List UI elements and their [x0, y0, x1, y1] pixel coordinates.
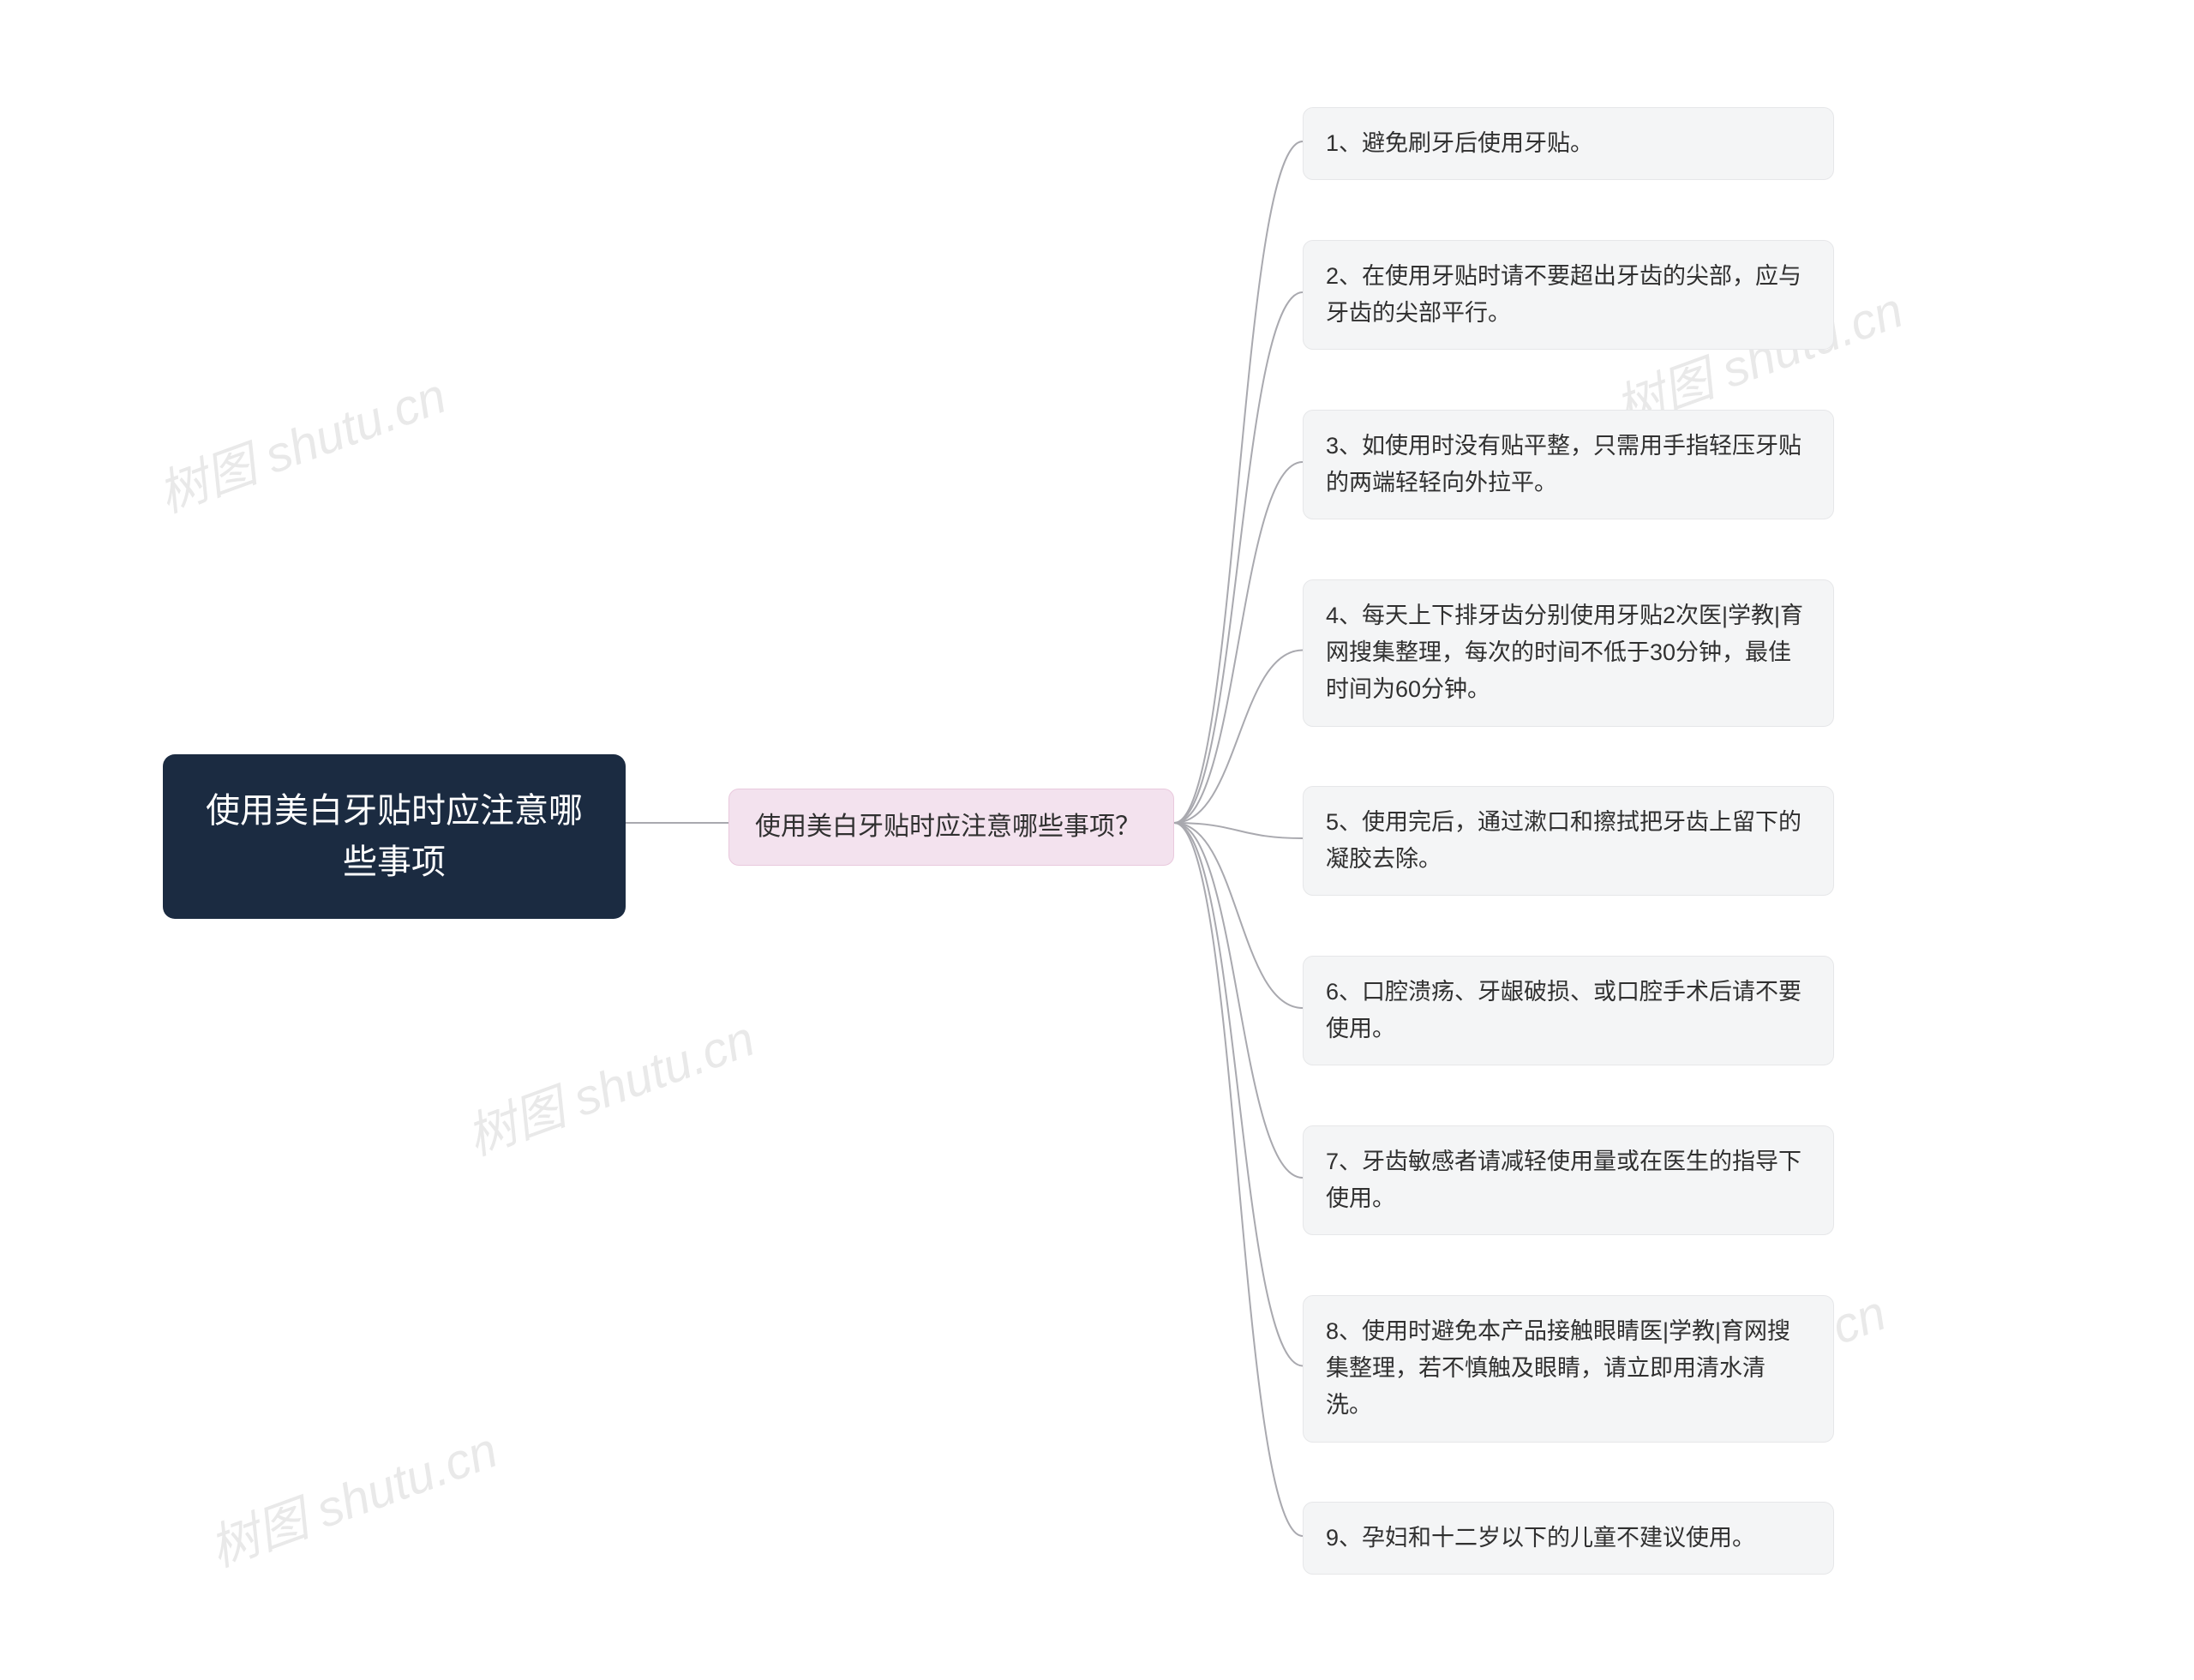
leaf-node-label: 4、每天上下排牙齿分别使用牙贴2次医|学教|育网搜集整理，每次的时间不低于30分… — [1326, 603, 1803, 702]
leaf-node-label: 5、使用完后，通过漱口和擦拭把牙齿上留下的凝胶去除。 — [1326, 809, 1801, 872]
root-node-label: 使用美白牙贴时应注意哪些事项 — [206, 792, 583, 881]
leaf-node: 9、孕妇和十二岁以下的儿童不建议使用。 — [1303, 1502, 1834, 1575]
leaf-node: 4、每天上下排牙齿分别使用牙贴2次医|学教|育网搜集整理，每次的时间不低于30分… — [1303, 579, 1834, 727]
leaf-node-label: 1、避免刷牙后使用牙贴。 — [1326, 130, 1593, 156]
watermark: 树图 shutu.cn — [147, 356, 454, 526]
branch-node: 使用美白牙贴时应注意哪些事项？ — [728, 789, 1174, 866]
root-node: 使用美白牙贴时应注意哪些事项 — [163, 754, 626, 919]
leaf-node: 3、如使用时没有贴平整，只需用手指轻压牙贴的两端轻轻向外拉平。 — [1303, 410, 1834, 519]
leaf-node: 1、避免刷牙后使用牙贴。 — [1303, 107, 1834, 180]
leaf-node: 8、使用时避免本产品接触眼睛医|学教|育网搜集整理，若不慎触及眼睛，请立即用清水… — [1303, 1295, 1834, 1443]
mindmap-canvas: 树图 shutu.cn 树图 shutu.cn 树图 shutu.cn 树图 s… — [0, 0, 2194, 1680]
leaf-node: 6、口腔溃疡、牙龈破损、或口腔手术后请不要使用。 — [1303, 956, 1834, 1065]
leaf-node-label: 9、孕妇和十二岁以下的儿童不建议使用。 — [1326, 1525, 1755, 1551]
leaf-node: 7、牙齿敏感者请减轻使用量或在医生的指导下使用。 — [1303, 1125, 1834, 1235]
leaf-node-label: 8、使用时避免本产品接触眼睛医|学教|育网搜集整理，若不慎触及眼睛，请立即用清水… — [1326, 1318, 1790, 1418]
branch-node-label: 使用美白牙贴时应注意哪些事项？ — [755, 813, 1141, 841]
leaf-node-label: 3、如使用时没有贴平整，只需用手指轻压牙贴的两端轻轻向外拉平。 — [1326, 433, 1801, 495]
leaf-node-label: 2、在使用牙贴时请不要超出牙齿的尖部，应与牙齿的尖部平行。 — [1326, 263, 1801, 326]
watermark: 树图 shutu.cn — [455, 999, 763, 1169]
watermark: 树图 shutu.cn — [198, 1410, 506, 1581]
leaf-node: 5、使用完后，通过漱口和擦拭把牙齿上留下的凝胶去除。 — [1303, 786, 1834, 896]
leaf-node: 2、在使用牙贴时请不要超出牙齿的尖部，应与牙齿的尖部平行。 — [1303, 240, 1834, 350]
leaf-node-label: 7、牙齿敏感者请减轻使用量或在医生的指导下使用。 — [1326, 1149, 1801, 1211]
leaf-node-label: 6、口腔溃疡、牙龈破损、或口腔手术后请不要使用。 — [1326, 979, 1801, 1041]
